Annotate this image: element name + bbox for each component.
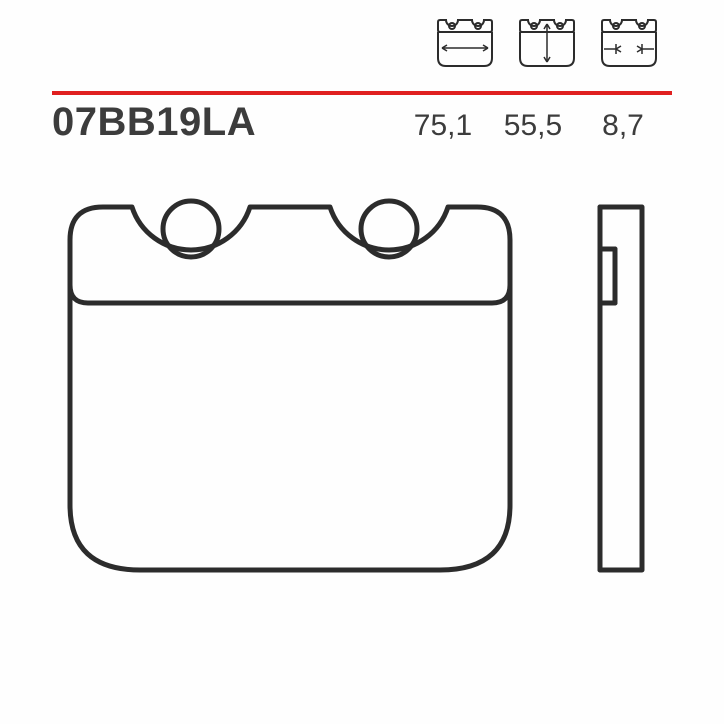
dim-thickness: 8,7: [582, 109, 664, 143]
pad-icon-width: [430, 18, 500, 70]
dim-width: 75,1: [402, 109, 484, 143]
dim-height: 55,5: [492, 109, 574, 143]
brake-pad-drawing: [40, 185, 684, 695]
separator-line: [52, 82, 672, 86]
product-code: 07BB19LA: [52, 100, 402, 145]
dimension-values: 75,1 55,5 8,7: [402, 109, 664, 143]
pad-icon-height: [512, 18, 582, 70]
pad-icon-thickness: [594, 18, 664, 70]
labels-row: 07BB19LA 75,1 55,5 8,7: [52, 100, 672, 145]
dimension-icons-row: [430, 18, 664, 70]
